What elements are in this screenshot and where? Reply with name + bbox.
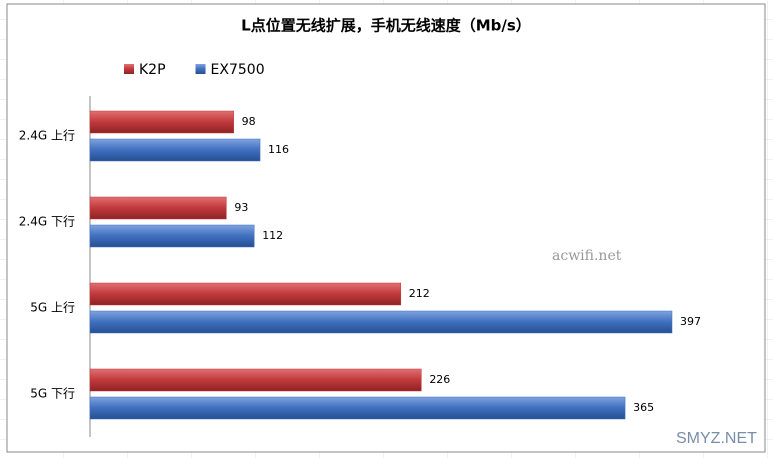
y-tick-label: 5G 上行: [30, 301, 75, 315]
data-label: 397: [680, 315, 701, 328]
data-label: 212: [409, 287, 430, 300]
bar: [89, 138, 261, 162]
legend-swatch: [124, 64, 134, 74]
y-tick-label: 5G 下行: [30, 387, 75, 401]
legend-label: K2P: [139, 62, 166, 78]
data-label: 226: [429, 373, 450, 386]
data-label: 365: [633, 401, 654, 414]
chart-title: L点位置无线扩展，手机无线速度（Mb/s）: [241, 17, 531, 35]
bar: [89, 196, 227, 220]
bar: [89, 282, 402, 306]
bar: [89, 310, 673, 334]
data-label: 116: [268, 143, 289, 156]
watermark: acwifi.net: [552, 248, 622, 264]
y-tick-label: 2.4G 上行: [19, 129, 75, 143]
legend-swatch: [195, 64, 206, 74]
watermark: SMYZ.NET: [676, 430, 757, 447]
data-label: 93: [234, 201, 248, 214]
legend-label: EX7500: [211, 62, 265, 78]
data-label: 98: [242, 115, 256, 128]
bar: [89, 110, 234, 134]
y-tick-label: 2.4G 下行: [19, 215, 75, 229]
data-label: 112: [262, 229, 283, 242]
bar: [89, 224, 255, 248]
bar: [89, 368, 422, 392]
bar: [89, 396, 626, 420]
